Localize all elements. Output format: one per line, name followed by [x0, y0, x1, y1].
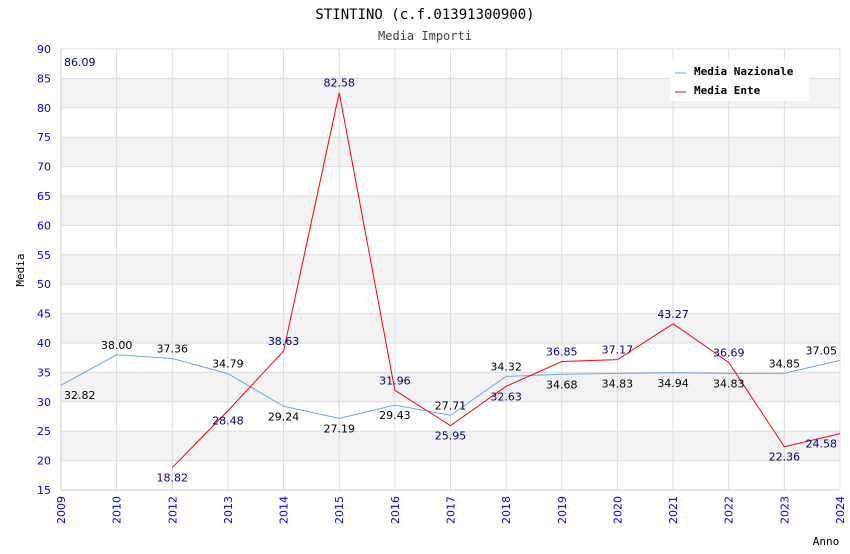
x-tick-label: 2017 — [445, 496, 458, 524]
x-tick-label: 2010 — [111, 496, 124, 524]
x-tick-label: 2014 — [278, 496, 291, 524]
data-label: 25.95 — [435, 430, 467, 443]
y-tick-label: 90 — [37, 43, 51, 56]
y-tick-label: 45 — [37, 308, 51, 321]
y-tick-label: 60 — [37, 219, 51, 232]
data-label: 32.82 — [64, 389, 96, 402]
data-label: 38.63 — [268, 335, 300, 348]
x-tick-label: 2015 — [333, 496, 346, 524]
y-tick-label: 55 — [37, 249, 51, 262]
x-axis-label: Anno — [813, 535, 840, 548]
y-tick-label: 80 — [37, 102, 51, 115]
y-tick-label: 85 — [37, 72, 51, 85]
data-label: 37.05 — [806, 344, 838, 357]
data-label: 34.85 — [769, 357, 801, 370]
y-tick-label: 75 — [37, 131, 51, 144]
legend-label-ente: Media Ente — [694, 84, 761, 97]
data-label: 29.24 — [268, 410, 300, 423]
x-tick-label: 2023 — [778, 496, 791, 524]
x-tick-label: 2013 — [222, 496, 235, 524]
y-tick-label: 70 — [37, 161, 51, 174]
data-label: 34.32 — [490, 360, 522, 373]
data-label: 24.58 — [806, 438, 838, 451]
x-tick-label: 2021 — [667, 496, 680, 524]
data-label: 32.63 — [490, 390, 522, 403]
y-tick-label: 15 — [37, 484, 51, 497]
x-tick-label: 2012 — [166, 496, 179, 524]
y-tick-label: 35 — [37, 366, 51, 379]
data-label: 34.68 — [546, 378, 578, 391]
data-label: 27.71 — [435, 399, 467, 412]
legend-label-nazionale: Media Nazionale — [694, 65, 794, 78]
data-label: 34.83 — [602, 377, 634, 390]
chart-subtitle: Media Importi — [378, 29, 472, 43]
data-label: 86.09 — [64, 56, 96, 69]
series-line-1 — [171, 92, 841, 468]
x-tick-label: 2019 — [556, 496, 569, 524]
x-tick-label: 2024 — [834, 496, 847, 524]
data-label: 36.69 — [713, 346, 745, 359]
x-tick-label: 2020 — [611, 496, 624, 524]
y-tick-label: 50 — [37, 278, 51, 291]
y-tick-label: 30 — [37, 396, 51, 409]
data-label: 34.79 — [212, 358, 244, 371]
legend: Media Nazionale Media Ente — [670, 60, 809, 101]
y-axis-label: Media — [14, 253, 27, 286]
data-label: 37.17 — [602, 344, 634, 357]
data-label: 29.43 — [379, 409, 411, 422]
data-label: 43.27 — [657, 308, 689, 321]
data-label: 38.00 — [101, 339, 133, 352]
y-tick-label: 40 — [37, 337, 51, 350]
data-label: 18.82 — [157, 472, 189, 485]
x-tick-label: 2018 — [500, 496, 513, 524]
data-label: 22.36 — [769, 451, 801, 464]
series-line-0 — [60, 354, 841, 419]
y-tick-label: 25 — [37, 425, 51, 438]
y-tick-label: 65 — [37, 190, 51, 203]
data-label: 34.94 — [657, 377, 689, 390]
data-label: 36.85 — [546, 346, 578, 359]
data-label: 27.19 — [323, 422, 355, 435]
data-label: 37.36 — [157, 343, 189, 356]
data-label: 28.48 — [212, 415, 244, 428]
x-tick-label: 2016 — [389, 496, 402, 524]
data-label: 82.58 — [323, 77, 355, 90]
chart-title: STINTINO (c.f.01391300900) — [315, 7, 534, 23]
data-label: 31.96 — [379, 374, 411, 387]
data-label: 34.83 — [713, 377, 745, 390]
y-tick-label: 20 — [37, 455, 51, 468]
x-tick-label: 2022 — [723, 496, 736, 524]
x-tick-label: 2009 — [55, 496, 68, 524]
